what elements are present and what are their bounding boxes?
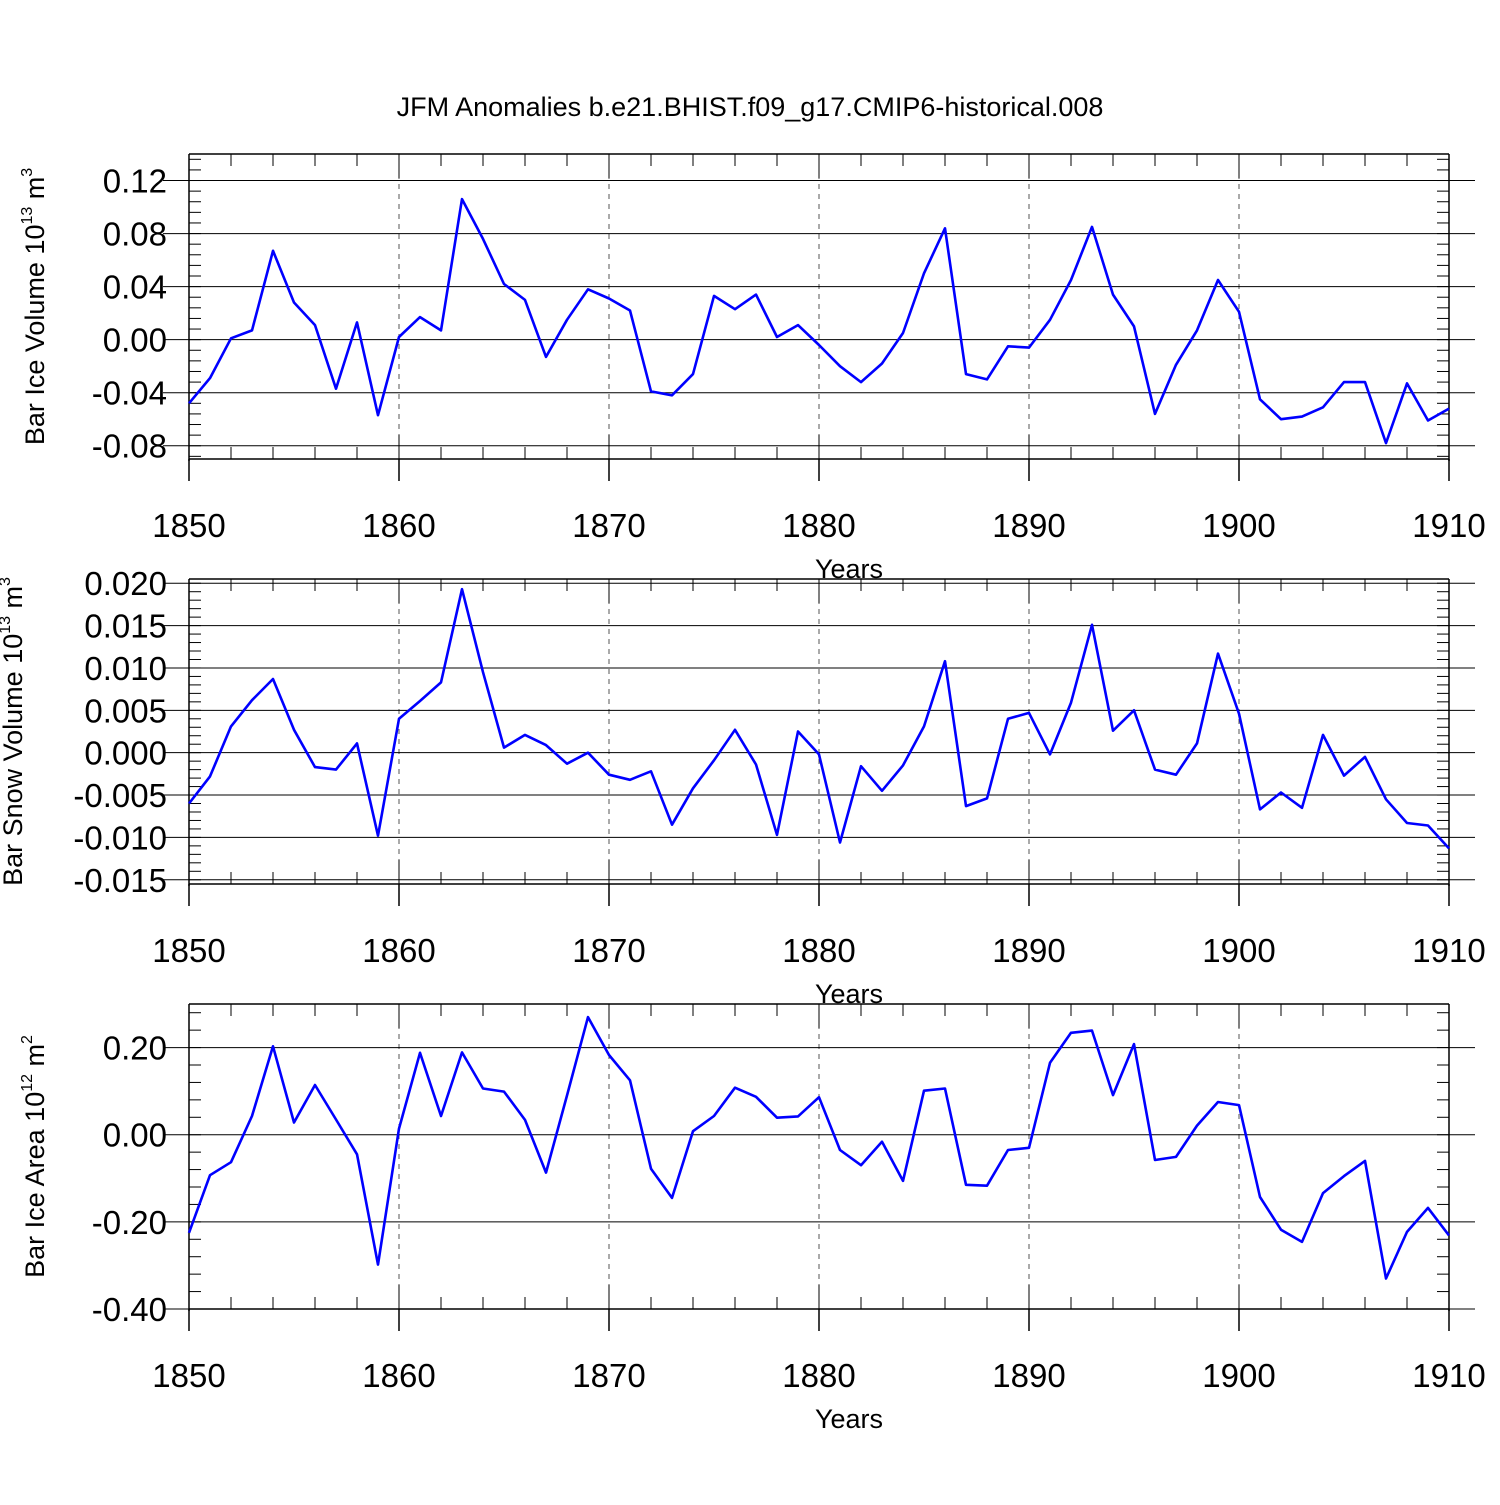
- x-tick-label: 1900: [1202, 1357, 1275, 1394]
- x-tick-label: 1850: [152, 1357, 225, 1394]
- y-tick-label: 0.04: [103, 269, 167, 306]
- x-tick-label: 1900: [1202, 932, 1275, 969]
- x-tick-label: 1890: [992, 1357, 1065, 1394]
- x-tick-label: 1910: [1412, 932, 1485, 969]
- y-tick-label: -0.08: [92, 428, 167, 465]
- x-tick-label: 1880: [782, 507, 855, 544]
- x-tick-label: 1890: [992, 507, 1065, 544]
- series-line: [187, 1015, 1451, 1280]
- x-tick-label: 1910: [1412, 1357, 1485, 1394]
- x-tick-label: 1890: [992, 932, 1065, 969]
- x-axis-label: Years: [815, 1404, 883, 1434]
- x-tick-label: 1870: [572, 1357, 645, 1394]
- y-tick-label: 0.020: [84, 565, 167, 602]
- panel-2: -0.015 -0.010 -0.005 0.000 0.005 0.010 0.015 0.…: [0, 565, 1486, 1009]
- y-tick-label: -0.40: [92, 1291, 167, 1328]
- y-tick-label: -0.04: [92, 375, 167, 412]
- chart-title: JFM Anomalies b.e21.BHIST.f09_g17.CMIP6-…: [397, 92, 1104, 122]
- y-tick-label: 0.000: [84, 735, 167, 772]
- x-tick-label: 1860: [362, 507, 435, 544]
- y-tick-label: 0.015: [84, 608, 167, 645]
- y-tick-label: 0.00: [103, 1117, 167, 1154]
- y-tick-label: -0.005: [73, 777, 167, 814]
- x-tick-label: 1850: [152, 507, 225, 544]
- y-axis-label: Bar Snow Volume 1013 m3: [0, 577, 28, 886]
- panel-3: -0.40 -0.20 0.00 0.20 1850 1860 1870 1880 1890 19…: [19, 1003, 1486, 1434]
- x-tick-label: 1860: [362, 1357, 435, 1394]
- y-tick-label: -0.015: [73, 862, 167, 899]
- y-tick-label: 0.005: [84, 692, 167, 729]
- y-tick-label: -0.010: [73, 819, 167, 856]
- x-tick-label: 1860: [362, 932, 435, 969]
- panel-1: -0.08 -0.04 0.00 0.04 0.08 0.12 1850 1860 1870 18…: [19, 153, 1486, 584]
- y-axis-label: Bar Ice Volume 1013 m3: [19, 168, 50, 445]
- y-tick-label: 0.00: [103, 322, 167, 359]
- y-axis-label: Bar Ice Area 1012 m2: [19, 1035, 50, 1278]
- series-line: [187, 587, 1450, 850]
- y-tick-label: 0.08: [103, 216, 167, 253]
- x-tick-label: 1910: [1412, 507, 1485, 544]
- x-tick-label: 1870: [572, 507, 645, 544]
- y-tick-label: 0.010: [84, 650, 167, 687]
- series-line: [188, 197, 1450, 445]
- y-tick-label: -0.20: [92, 1204, 167, 1241]
- x-tick-label: 1870: [572, 932, 645, 969]
- y-tick-label: 0.12: [103, 163, 167, 200]
- y-tick-label: 0.20: [103, 1030, 167, 1067]
- x-tick-label: 1900: [1202, 507, 1275, 544]
- x-tick-label: 1850: [152, 932, 225, 969]
- x-tick-label: 1880: [782, 1357, 855, 1394]
- x-tick-label: 1880: [782, 932, 855, 969]
